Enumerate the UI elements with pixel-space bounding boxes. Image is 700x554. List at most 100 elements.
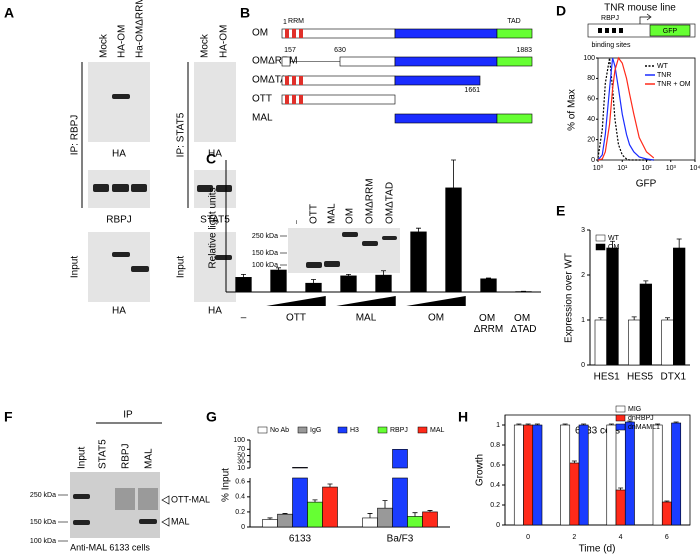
line [597,57,654,161]
line [597,57,654,161]
legend-label: TNR [657,72,671,79]
schematic-label: GFP [663,28,678,35]
x-tick-label: 10¹ [617,165,628,172]
bar [375,274,392,293]
x-tick-label: 10² [641,165,652,172]
legend-swatch [377,426,388,434]
error-bar [618,487,624,490]
blot-label: RBPJ [106,215,132,226]
x-tick-label: – [241,313,247,324]
legend-label: MAL [430,427,445,434]
input-label: Input [176,256,187,278]
blot-band [324,261,340,267]
x-tick-label: 10⁴ [690,165,700,172]
legend-label: TNR + OM [657,81,691,88]
wedge [406,296,466,306]
bar [422,511,438,528]
bar [292,477,308,528]
y-tick-label: 1 [581,317,585,324]
construct-label: OTT [252,94,272,105]
lane-label: Input [77,447,88,469]
x-tick-label: 6133 [289,534,312,545]
lane-label: RBPJ [121,443,132,469]
schematic-label: binding sites [592,42,631,49]
panel-letter: B [240,5,250,21]
legend-swatch [615,423,626,431]
lane-label: OMΔRRM [365,178,376,224]
rrm-box [285,76,289,85]
y-tick-label: 0.4 [235,494,245,501]
segment [496,56,533,67]
y-axis-label: % of Max [567,89,578,131]
bar [628,319,641,366]
lane-label: OMΔTAD [385,182,396,224]
legend-label: IgG [310,427,321,434]
y-tick-label: 40 [587,116,595,123]
blot-band [112,184,129,192]
arrow-label: OTT-MAL [171,494,210,504]
legend-swatch [595,243,606,251]
error-bar [655,423,661,425]
y-tick-label: 30 [237,459,245,466]
wedge [336,296,396,306]
line [597,56,655,161]
x-tick-label: OM [428,313,444,324]
error-bar [676,238,682,248]
legend-label: H3 [350,427,359,434]
lane-label: Mock [200,33,211,58]
position-label: 1883 [516,47,532,54]
segment [281,28,396,39]
bar [615,489,626,526]
blot-label: STAT5 [200,215,230,226]
rrm-box [299,76,303,85]
domain-label: RRM [288,18,304,25]
arrow [161,495,170,505]
x-tick-label: 10³ [666,165,677,172]
blot [194,232,236,302]
bar [377,507,393,528]
lane-label: HA-OM [219,25,230,58]
bar [292,467,308,469]
legend-label: dnMAML1 [628,424,660,431]
rrm-box [299,29,303,38]
y-axis-label: Expression over WT [564,253,575,343]
bar [652,424,663,526]
site [619,28,623,33]
y-tick-label: 3 [581,227,585,234]
bar [569,462,580,526]
y-tick-label: 10 [237,465,245,472]
bar [392,477,408,528]
bar [277,513,293,528]
y-tick-label: 0.4 [490,482,500,489]
ip-label: IP [123,410,133,421]
bar [480,278,497,293]
blot-band [93,184,109,192]
error-bar [486,277,491,279]
error-bar [571,460,577,463]
error-bar [367,513,373,518]
input-label: Input [70,256,81,278]
panel-letter: D [556,3,566,19]
error-bar [312,499,318,503]
wedge [266,296,326,306]
bar [532,424,543,526]
x-tick-label: MAL [356,313,377,324]
y-tick-label: 70 [237,446,245,453]
promoter-arrow [639,13,652,24]
legend-label: WT [657,63,669,70]
site [598,28,602,33]
bar [639,283,652,366]
position-label: 1661 [464,87,480,94]
blot-band [342,232,358,237]
error-bar [346,274,351,276]
bar [307,501,323,528]
x-tick-label: Ba/F3 [387,534,414,545]
error-bar [311,279,316,284]
legend-swatch [595,234,606,242]
y-tick-label: 0.6 [235,479,245,486]
bar [578,424,589,526]
error-bar [276,267,281,270]
x-tick-label: HES1 [594,372,621,383]
rrm-box [285,29,289,38]
legend-label: dnRBPJ [628,415,654,422]
